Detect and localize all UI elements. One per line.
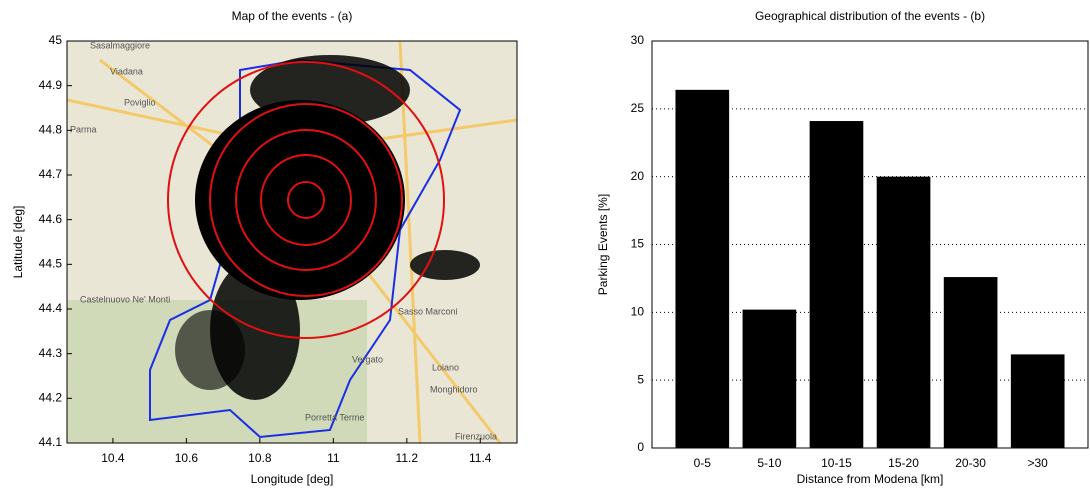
x-axis-label: Longitude [deg] [251,472,334,486]
x-axis-label: Distance from Modena [km] [797,472,944,486]
y-tick-label: 5 [637,372,644,386]
town-label: Viadana [110,66,143,76]
bar [944,277,998,448]
bar [877,177,931,448]
y-tick-label: 25 [631,101,645,115]
town-label: Monghidoro [430,384,478,394]
x-tick-label: 10-15 [821,456,852,470]
bar [743,310,797,448]
y-axis-label: Parking Events [%] [596,194,610,295]
x-tick-label: 11.2 [396,451,419,465]
x-tick-label: 0-5 [694,456,712,470]
town-label: Sasso Marconi [398,306,458,316]
y-tick-label: 30 [631,33,645,47]
town-label: Firenzuola [455,431,497,441]
town-label: Porretta Terme [305,412,364,422]
town-label: Parma [70,124,97,134]
y-tick-label: 44.5 [39,257,63,271]
bar [810,121,864,448]
figure: Sasalmaggiore Viadana Poviglio Parma Cas… [0,0,1090,489]
x-tick-label: >30 [1028,456,1049,470]
x-tick-label: 11.4 [469,451,492,465]
y-tick-label: 0 [637,440,644,454]
y-tick-label: 44.7 [39,167,63,181]
y-tick-label: 44.6 [39,212,63,226]
x-tick-label: 10.8 [248,451,272,465]
y-tick-label: 45 [49,33,63,47]
x-tick-label: 10.6 [175,451,199,465]
y-tick-label: 10 [631,305,645,319]
y-tick-label: 20 [631,169,645,183]
x-tick-label: 5-10 [757,456,781,470]
x-tick-label: 10.4 [101,451,125,465]
y-tick-label: 15 [631,237,645,251]
y-tick-label: 44.3 [39,346,63,360]
bar [675,90,729,448]
town-label: Loiano [432,362,459,372]
x-tick-label: 15-20 [888,456,919,470]
bar [1011,354,1065,448]
y-tick-label: 44.8 [39,123,63,137]
y-tick-label: 44.9 [39,78,63,92]
town-label: Castelnuovo Ne' Monti [80,294,170,304]
y-axis-label: Latitude [deg] [11,206,25,279]
chart-title: Geographical distribution of the events … [755,9,985,23]
town-label: Poviglio [124,97,156,107]
town-label: Vergato [352,354,383,364]
x-tick-label: 20-30 [955,456,986,470]
y-tick-label: 44.4 [39,301,63,315]
chart-title: Map of the events - (a) [232,9,353,23]
y-tick-label: 44.1 [39,435,63,449]
map-background: Sasalmaggiore Viadana Poviglio Parma Cas… [67,40,517,443]
x-tick-label: 11 [327,451,340,465]
y-tick-label: 44.2 [39,391,63,405]
town-label: Sasalmaggiore [90,40,150,50]
